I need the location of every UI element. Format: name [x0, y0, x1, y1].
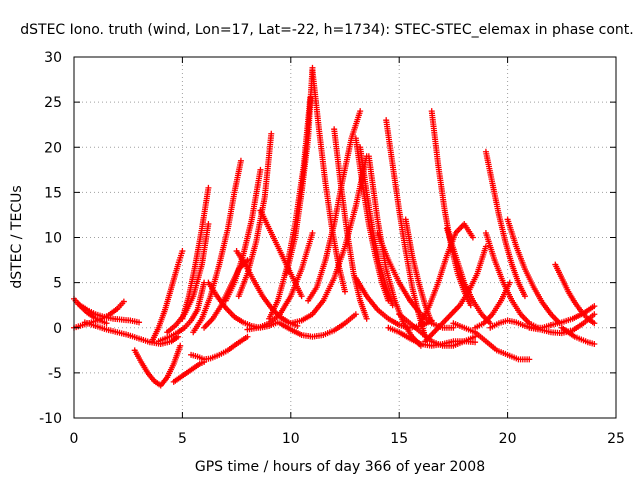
series-36	[428, 108, 474, 309]
x-tick-label: 20	[499, 431, 517, 447]
series-3	[75, 301, 143, 326]
data-point	[179, 248, 186, 255]
data-point	[298, 293, 305, 300]
series-43	[504, 216, 563, 327]
y-tick-label: 30	[44, 50, 62, 66]
series-10	[179, 184, 212, 322]
data-point	[591, 320, 598, 327]
data-point	[205, 220, 212, 227]
data-marks	[71, 64, 598, 389]
series-7	[170, 359, 208, 385]
data-point	[136, 319, 143, 326]
data-point	[103, 320, 110, 327]
series-26	[331, 126, 370, 322]
x-tick-label: 25	[607, 431, 625, 447]
x-axis-label: GPS time / hours of day 366 of year 2008	[195, 459, 485, 475]
data-point	[526, 356, 533, 363]
series-22	[309, 67, 348, 295]
axis-ticks	[73, 56, 617, 419]
series-9	[164, 220, 212, 336]
series-20	[266, 94, 314, 322]
data-point	[342, 288, 348, 295]
grid-lines	[74, 57, 616, 418]
data-point	[472, 339, 479, 346]
x-tick-labels: 0 5 10 15 20 25	[70, 431, 625, 447]
series-12	[190, 157, 244, 336]
series-11	[188, 333, 251, 363]
data-point	[309, 229, 316, 236]
series-5	[131, 342, 184, 389]
series-4	[81, 319, 182, 347]
x-tick-label: 10	[282, 431, 300, 447]
data-point	[428, 320, 435, 327]
series-30	[383, 117, 429, 340]
y-tick-labels: -10 -5 0 5 10 15 20 25 30	[39, 50, 62, 427]
x-tick-label: 5	[178, 431, 187, 447]
series-40	[450, 320, 533, 363]
series-39	[422, 243, 489, 345]
data-point	[482, 243, 489, 250]
data-point	[506, 279, 513, 286]
y-tick-label: 25	[44, 95, 62, 111]
series-32	[374, 229, 457, 331]
data-point	[591, 311, 598, 318]
series-6	[149, 248, 186, 345]
data-point	[469, 234, 476, 241]
y-axis-label: dSTEC / TECUs	[9, 185, 25, 288]
series-41	[482, 148, 528, 300]
data-point	[177, 342, 184, 349]
x-tick-label: 15	[390, 431, 408, 447]
data-point	[120, 298, 127, 305]
x-tick-label: 0	[70, 431, 79, 447]
data-point	[268, 130, 275, 137]
series-25	[276, 311, 359, 340]
series-38	[443, 225, 494, 327]
y-tick-label: 10	[44, 231, 62, 247]
data-point	[205, 184, 212, 191]
series-28	[357, 144, 396, 309]
series-8	[155, 279, 208, 345]
data-point	[363, 315, 370, 322]
series-19	[244, 229, 316, 333]
series-49	[547, 303, 598, 329]
data-point	[521, 293, 528, 300]
data-point	[352, 311, 359, 318]
y-tick-label: 0	[53, 321, 62, 337]
chart-title: dSTEC Iono. truth (wind, Lon=17, Lat=-22…	[20, 22, 633, 38]
data-point	[591, 303, 598, 310]
data-point	[257, 166, 264, 173]
series-48	[558, 324, 598, 347]
y-tick-label: -5	[48, 366, 62, 382]
y-tick-label: -10	[39, 411, 62, 427]
data-point	[357, 108, 364, 115]
y-tick-label: 5	[53, 276, 62, 292]
y-tick-label: 20	[44, 140, 62, 156]
series-23	[305, 108, 364, 304]
series-14	[222, 166, 264, 304]
series-44	[472, 279, 513, 331]
data-point	[237, 157, 244, 164]
y-tick-label: 15	[44, 185, 62, 201]
data-point	[591, 340, 598, 347]
data-point	[244, 333, 251, 340]
